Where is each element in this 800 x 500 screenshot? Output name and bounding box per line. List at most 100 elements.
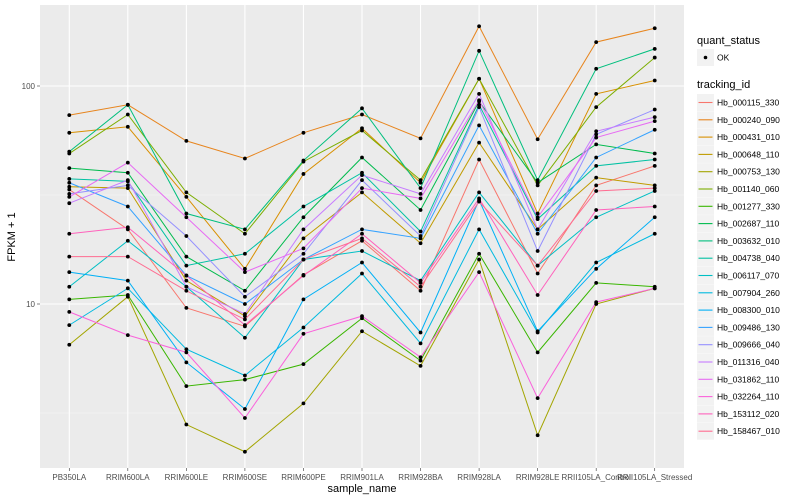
data-point xyxy=(67,323,72,328)
data-point xyxy=(243,302,247,306)
y-axis-title: FPKM + 1 xyxy=(6,212,18,261)
data-point xyxy=(418,178,423,183)
data-point xyxy=(594,164,599,168)
data-point xyxy=(652,46,657,51)
data-point xyxy=(594,132,599,137)
data-point xyxy=(418,358,423,363)
shape-legend-label: OK xyxy=(717,53,730,63)
data-point xyxy=(418,280,423,285)
data-point xyxy=(243,449,247,454)
data-point xyxy=(477,123,481,128)
data-point xyxy=(418,196,423,201)
data-point xyxy=(243,317,247,322)
data-point xyxy=(535,293,540,297)
data-point xyxy=(243,251,247,256)
data-point xyxy=(594,208,599,212)
data-point xyxy=(652,164,657,168)
x-axis: PB350LA RRIM600LA RRIM600LE RRIM600SE RRIM60… xyxy=(52,468,692,482)
data-point xyxy=(125,254,130,259)
legend-label: Hb_007904_260 xyxy=(717,288,780,298)
data-point xyxy=(418,208,423,212)
data-point xyxy=(360,231,364,236)
legend-label: Hb_000115_330 xyxy=(717,98,780,108)
data-point xyxy=(477,48,481,53)
data-point xyxy=(184,305,189,310)
data-point xyxy=(594,300,599,305)
y-tick-label: 10 xyxy=(26,300,35,309)
data-point xyxy=(360,128,364,133)
data-point xyxy=(301,297,306,302)
data-point xyxy=(360,227,364,232)
data-point xyxy=(301,236,306,241)
data-point xyxy=(360,190,364,195)
data-point xyxy=(418,330,423,335)
data-point xyxy=(535,178,540,183)
data-point xyxy=(67,194,72,199)
data-point xyxy=(301,215,306,220)
data-point xyxy=(652,26,657,31)
data-point xyxy=(301,158,306,163)
data-point xyxy=(243,312,247,316)
data-point xyxy=(125,112,130,117)
data-point xyxy=(652,55,657,60)
data-point xyxy=(652,157,657,162)
data-point xyxy=(125,293,130,297)
legend-label: Hb_158467_010 xyxy=(717,426,780,436)
data-point xyxy=(184,190,189,195)
data-point xyxy=(652,127,657,132)
data-point xyxy=(360,314,364,319)
data-point xyxy=(652,107,657,112)
color-legend-title: tracking_id xyxy=(697,79,750,91)
data-point xyxy=(301,325,306,330)
data-point xyxy=(535,227,540,232)
data-point xyxy=(594,155,599,160)
data-point xyxy=(184,215,189,220)
data-point xyxy=(67,297,72,302)
data-point xyxy=(477,140,481,145)
data-point xyxy=(477,105,481,110)
legend-label: Hb_009666_040 xyxy=(717,340,780,350)
legend-label: Hb_001277_330 xyxy=(717,201,780,211)
data-point xyxy=(184,384,189,389)
legend-label: Hb_153112_020 xyxy=(717,409,780,419)
data-point xyxy=(243,288,247,293)
data-point xyxy=(184,234,189,238)
data-point xyxy=(360,112,364,117)
data-point xyxy=(67,176,72,181)
data-point xyxy=(418,191,423,196)
data-point xyxy=(418,355,423,360)
data-point xyxy=(125,238,130,243)
data-point xyxy=(477,157,481,162)
legend-label: Hb_009486_130 xyxy=(717,322,780,332)
data-point xyxy=(301,172,306,176)
x-tick-label: PB350LA xyxy=(52,473,86,482)
data-point xyxy=(652,231,657,236)
data-point xyxy=(418,136,423,141)
data-point xyxy=(301,227,306,232)
data-point xyxy=(477,251,481,256)
data-point xyxy=(477,190,481,195)
data-point xyxy=(652,189,657,193)
data-point xyxy=(652,215,657,220)
legend-label: Hb_003632_010 xyxy=(717,236,780,246)
data-point xyxy=(67,113,72,118)
y-axis: 10 100 xyxy=(22,82,40,309)
legend-label: Hb_032264_110 xyxy=(717,392,780,402)
data-point xyxy=(243,294,247,299)
data-point xyxy=(67,187,72,192)
data-point xyxy=(184,273,189,278)
data-point xyxy=(301,130,306,135)
data-point xyxy=(535,329,540,334)
data-point xyxy=(477,196,481,201)
x-tick-label: RRIM928LA xyxy=(457,473,501,482)
data-point xyxy=(67,270,72,275)
data-point xyxy=(360,271,364,276)
data-point xyxy=(652,151,657,156)
data-point xyxy=(301,257,306,262)
data-point xyxy=(418,364,423,368)
data-point xyxy=(67,254,72,259)
data-point xyxy=(125,286,130,291)
legend: quant_status OK tracking_id Hb_000115_33… xyxy=(697,35,780,440)
data-point xyxy=(594,142,599,147)
data-point xyxy=(594,135,599,140)
